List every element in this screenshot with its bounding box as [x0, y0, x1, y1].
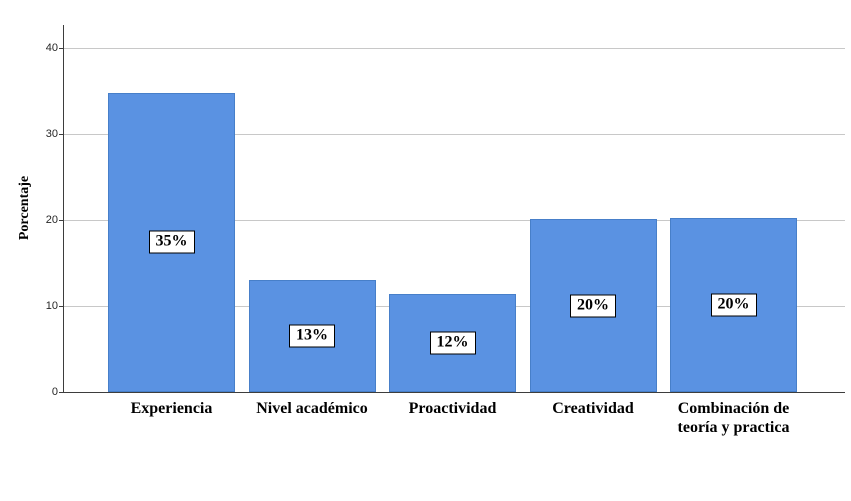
y-tick-mark-0: [59, 392, 63, 393]
y-tick-mark-10: [59, 306, 63, 307]
x-axis-line: [63, 392, 845, 393]
bar-value-label-3: 12%: [429, 331, 476, 355]
y-tick-mark-40: [59, 48, 63, 49]
plot-area: 35% 13% 12% 20% 20%: [63, 25, 845, 392]
category-label-5: Combinación de teoría y practica: [677, 400, 790, 436]
category-label-3: Proactividad: [408, 400, 497, 417]
bar-value-label-5: 20%: [710, 293, 757, 317]
y-axis-line: [63, 25, 64, 392]
y-tick-label-30: 30: [45, 128, 58, 140]
gridline-40: [63, 48, 845, 49]
category-label-2: Nivel académico: [256, 400, 368, 417]
category-label-4: Creatividad: [552, 400, 634, 417]
y-axis-title: Porcentaje: [17, 175, 32, 241]
category-label-1: Experiencia: [130, 400, 213, 417]
y-tick-label-20: 20: [45, 214, 58, 226]
bar-value-label-1: 35%: [148, 230, 195, 254]
y-tick-mark-30: [59, 134, 63, 135]
bar-value-label-2: 13%: [289, 324, 335, 348]
gridline-30: [63, 134, 845, 135]
y-tick-label-40: 40: [45, 42, 58, 54]
y-tick-label-10: 10: [45, 300, 58, 312]
y-tick-mark-20: [59, 220, 63, 221]
y-tick-label-0: 0: [51, 386, 58, 398]
bar-value-label-4: 20%: [570, 294, 616, 318]
gridline-20: [63, 220, 845, 221]
bar-4: [529, 219, 657, 392]
